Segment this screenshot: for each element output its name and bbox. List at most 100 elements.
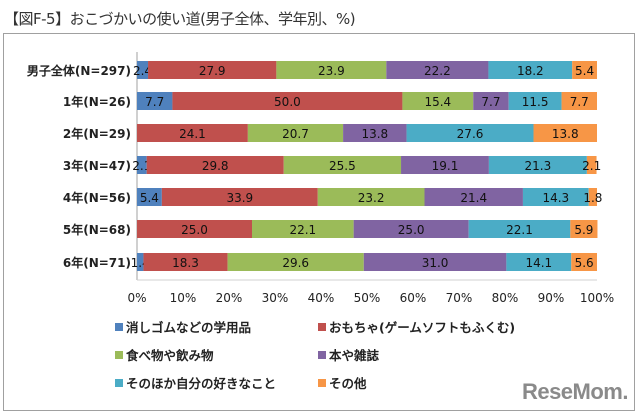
x-tick-label: 20%: [216, 291, 243, 305]
category-label: 5年(N=68): [63, 222, 131, 237]
data-label: 5.9: [574, 223, 593, 237]
x-tick-label: 50%: [354, 291, 381, 305]
bar-segment: [533, 124, 597, 142]
data-label: 21.3: [525, 159, 552, 173]
legend-label: その他: [329, 376, 367, 391]
bar-segment: [143, 253, 228, 271]
x-tick-label: 90%: [538, 291, 565, 305]
bar-segment: [588, 188, 597, 206]
data-label: 2.1: [582, 159, 601, 173]
data-label: 5.4: [575, 64, 594, 78]
data-label: 11.5: [522, 95, 549, 109]
data-label: 18.3: [172, 256, 199, 270]
bar-segment: [506, 253, 572, 271]
bar-segment: [161, 188, 318, 206]
bar-segment: [146, 156, 284, 174]
legend-label: そのほか自分の好きなこと: [126, 376, 276, 391]
data-label: 25.0: [181, 223, 208, 237]
x-tick-label: 60%: [400, 291, 427, 305]
bar-segment: [148, 61, 277, 79]
data-label: 22.1: [289, 223, 316, 237]
bar-segment: [252, 220, 354, 238]
bar-segment: [488, 156, 587, 174]
category-label: 男子全体(N=297): [27, 63, 131, 78]
bar-segment: [137, 220, 252, 238]
bar-segment: [172, 92, 403, 110]
data-label: 7.7: [145, 95, 164, 109]
legend-swatch: [115, 323, 123, 331]
chart-frame: [3, 33, 635, 411]
x-tick-label: 30%: [262, 291, 289, 305]
data-label: 2.4: [133, 64, 152, 78]
resemom-logo: ReseMom.: [521, 379, 629, 404]
data-label: 23.2: [358, 191, 385, 205]
data-label: 5.4: [140, 191, 159, 205]
data-label: 25.5: [329, 159, 356, 173]
data-label: 29.8: [202, 159, 229, 173]
data-label: 1.8: [583, 191, 602, 205]
bar-segment: [424, 188, 523, 206]
data-label: 23.9: [318, 64, 345, 78]
bar-segment: [317, 188, 425, 206]
legend-label: 本や雑誌: [329, 348, 380, 363]
bar-segment: [283, 156, 402, 174]
bar-segment: [386, 61, 489, 79]
bar-segment: [572, 61, 597, 79]
data-label: 50.0: [274, 95, 301, 109]
data-label: 15.4: [424, 95, 451, 109]
x-tick-label: 70%: [446, 291, 473, 305]
bar-segment: [586, 156, 597, 174]
bar-segment: [401, 156, 489, 174]
legend-label: 食べ物や飲み物: [125, 348, 214, 363]
bar-segment: [468, 220, 571, 238]
x-tick-label: 10%: [170, 291, 197, 305]
data-label: 5.6: [575, 256, 594, 270]
legend-swatch: [115, 351, 123, 359]
data-label: 19.1: [432, 159, 459, 173]
legend-swatch: [318, 323, 326, 331]
data-label: 13.8: [552, 127, 579, 141]
bar-segment: [247, 124, 344, 142]
data-label: 25.0: [398, 223, 425, 237]
bar-segment: [561, 92, 597, 110]
legend-label: おもちゃ(ゲームソフトもふくむ): [329, 320, 515, 335]
category-label: 1年(N=26): [63, 94, 131, 109]
data-label: 29.6: [282, 256, 309, 270]
category-label: 3年(N=47): [63, 158, 131, 173]
data-label: 7.7: [570, 95, 589, 109]
bar-segment: [402, 92, 474, 110]
x-tick-label: 40%: [308, 291, 335, 305]
data-label: 31.0: [422, 256, 449, 270]
bar-segment: [343, 124, 407, 142]
data-label: 22.1: [506, 223, 533, 237]
bar-segment: [137, 61, 149, 79]
legend-swatch: [318, 351, 326, 359]
bar-segment: [488, 61, 573, 79]
bar-segment: [473, 92, 509, 110]
data-label: 20.7: [282, 127, 309, 141]
data-label: 27.9: [199, 64, 226, 78]
bar-segment: [508, 92, 562, 110]
legend-swatch: [318, 379, 326, 387]
data-label: 21.4: [460, 191, 487, 205]
bar-segment: [137, 188, 162, 206]
legend-label: 消しゴムなどの学用品: [126, 320, 251, 335]
bar-segment: [276, 61, 387, 79]
bar-segment: [353, 220, 469, 238]
x-tick-label: 80%: [492, 291, 519, 305]
x-tick-label: 100%: [580, 291, 614, 305]
bar-segment: [406, 124, 534, 142]
bar-segment: [137, 92, 173, 110]
legend-swatch: [115, 379, 123, 387]
data-label: 33.9: [226, 191, 253, 205]
data-label: 18.2: [517, 64, 544, 78]
data-label: 7.7: [481, 95, 500, 109]
data-label: 22.2: [424, 64, 451, 78]
bar-segment: [363, 253, 507, 271]
data-label: 13.8: [361, 127, 388, 141]
data-label: 24.1: [179, 127, 206, 141]
bar-segment: [137, 124, 248, 142]
bar-segment: [571, 253, 597, 271]
category-label: 6年(N=71): [63, 255, 131, 270]
